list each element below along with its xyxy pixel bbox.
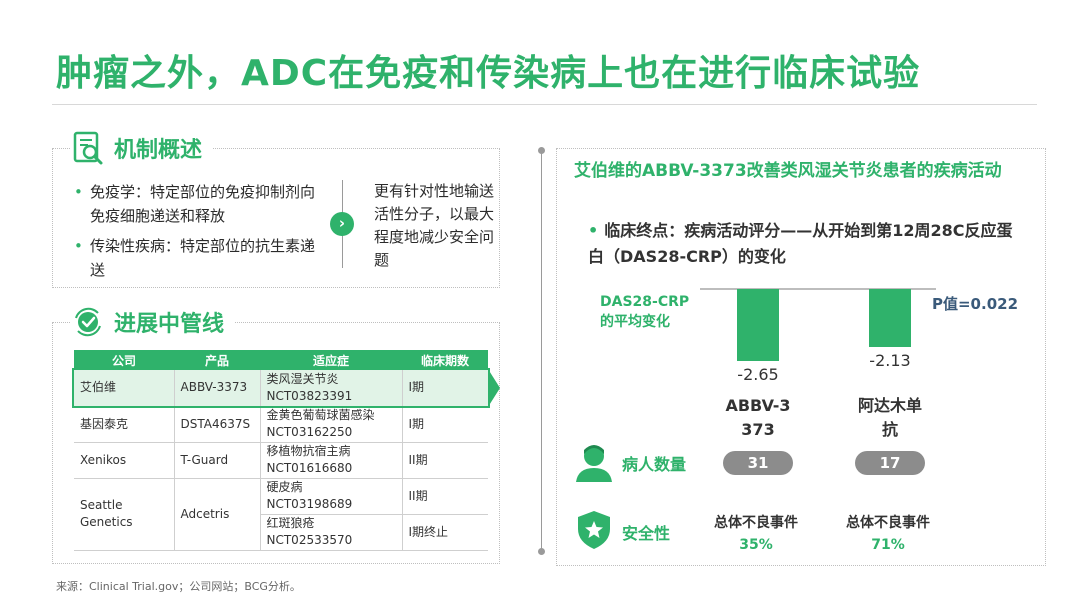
patient-count-badge: 31 [723,451,793,475]
phase-cell: I期终止 [402,514,488,551]
company-cell: 艾伯维 [74,370,175,407]
bullet-dot-icon: • [74,237,83,255]
bar-category-label: ABBV-3373 [725,396,791,439]
connector-dot [538,147,545,154]
pipeline-header: 进展中管线 [70,304,235,340]
pipeline-heading: 进展中管线 [114,312,225,337]
pipeline-table: 公司 产品 适应症 临床期数 艾伯维 ABBV-3373 类风湿关节炎 NCT03… [72,350,490,551]
phase-cell: II期 [402,478,488,515]
trial-panel [556,148,1046,566]
metric-label: DAS28-CRP的平均变化 [600,294,690,330]
bar-value-label: -2.13 [869,350,911,370]
p-value: P值=0.022 [932,295,1019,313]
mechanism-heading: 机制概述 [114,138,203,163]
column-header: 公司 [74,350,174,370]
company-cell: 基因泰克 [74,406,175,443]
table-row: 红斑狼疮 NCT02533570 I期终止 [74,514,488,551]
chart-baseline [700,288,936,290]
chart-bar [737,289,779,361]
mechanism-panel [52,148,500,288]
mechanism-summary: 更有针对性地输送活性分子，以最大程度地减少安全问题 [374,182,495,269]
chevron-right-icon: › [330,212,354,236]
table-header-row: 公司 产品 适应症 临床期数 [74,350,488,370]
connector-dot [538,548,545,555]
table-row: Xenikos T-Guard 移植物抗宿主病 NCT01616680 II期 [74,442,488,479]
product-cell: Adcetris [174,478,261,551]
phase-cell: II期 [402,442,488,479]
highlight-pointer-icon [488,369,500,407]
bullet-dot-icon: • [74,183,83,201]
bullet-dot-icon: • [588,221,599,240]
indication-cell: 类风湿关节炎 NCT03823391 [260,370,403,407]
mechanism-bullets: • 免疫学：特定部位的免疫抑制剂向免疫细胞递送和释放 • 传染性疾病：特定部位的… [74,180,324,288]
table-row: Seattle Genetics Adcetris 硬皮病 NCT03198689… [74,478,488,551]
document-search-icon [73,131,103,165]
table-row: 基因泰克 DSTA4637S 金黄色葡萄球菌感染 NCT03162250 I期 [74,406,488,443]
page-title: 肿瘤之外，ADC在免疫和传染病上也在进行临床试验 [56,53,921,94]
mechanism-bullet: • 传染性疾病：特定部位的抗生素递送 [74,234,324,282]
shield-icon [578,511,610,549]
column-header: 产品 [174,350,260,370]
safety-label: 安全性 [622,524,671,543]
progress-check-icon [75,307,101,337]
product-cell: T-Guard [174,442,261,479]
product-cell: DSTA4637S [174,406,261,443]
title-divider [52,104,1037,105]
bar-value-label: -2.65 [737,364,779,384]
indication-cell: 移植物抗宿主病 NCT01616680 [260,442,403,479]
bar-category-label: 阿达木单抗 [857,396,922,439]
indication-cell: 硬皮病 NCT03198689 [260,478,403,515]
phase-cell: I期 [402,406,488,443]
trial-endpoint: • 临床终点：疾病活动评分——从开始到第12周28C反应蛋白（DAS28-CRP）… [588,221,1013,266]
adverse-event-stat: 总体不良事件 71% [846,515,930,553]
table-row: 艾伯维 ABBV-3373 类风湿关节炎 NCT03823391 I期 [72,368,490,408]
company-cell: Seattle Genetics [74,478,175,551]
indication-cell: 红斑狼疮 NCT02533570 [260,514,403,551]
phase-cell: I期 [402,370,488,407]
patient-count-badge: 17 [855,451,925,475]
patients-label: 病人数量 [622,455,687,474]
indication-cell: 金黄色葡萄球菌感染 NCT03162250 [260,406,403,443]
column-header: 适应症 [260,350,402,370]
company-cell: Xenikos [74,442,175,479]
chart-bar [869,289,911,347]
mechanism-header: 机制概述 [70,130,213,166]
column-header: 临床期数 [402,350,488,370]
product-cell: ABBV-3373 [174,370,261,407]
trial-title: 艾伯维的ABBV-3373改善类风湿关节炎患者的疾病活动 [574,161,1002,181]
pipeline-panel [52,322,500,564]
source-note: 来源：Clinical Trial.gov；公司网站；BCG分析。 [56,580,301,593]
adverse-event-stat: 总体不良事件 35% [714,515,798,553]
mechanism-bullet: • 免疫学：特定部位的免疫抑制剂向免疫细胞递送和释放 [74,180,324,228]
connector-line [541,150,542,552]
patient-icon [576,445,612,482]
